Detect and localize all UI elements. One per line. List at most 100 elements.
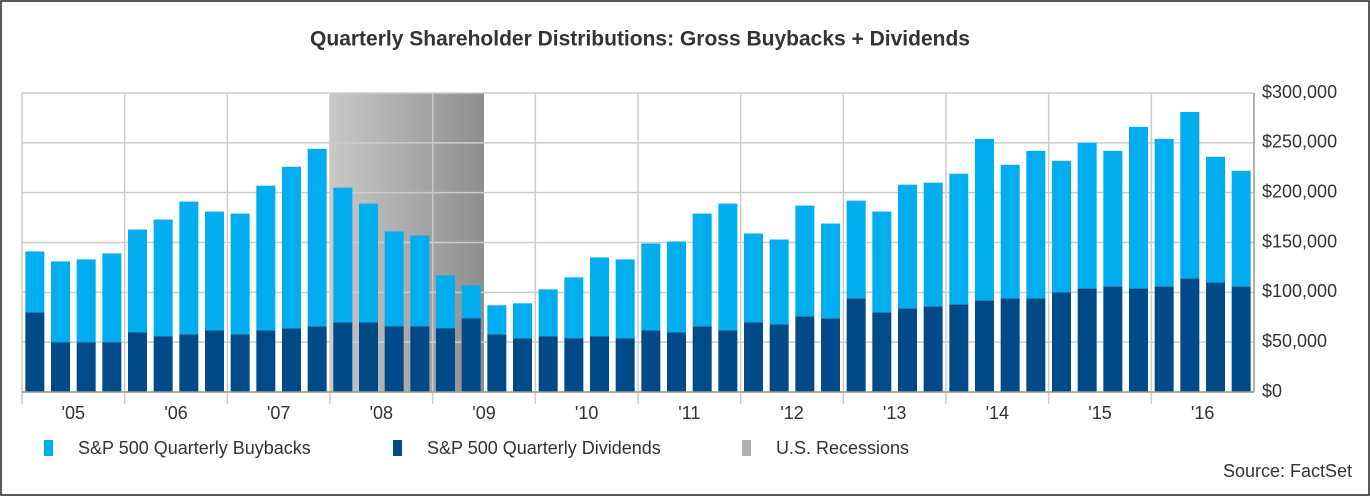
bar — [153, 336, 173, 392]
x-tick-label: '12 — [780, 403, 803, 423]
bar — [102, 253, 122, 343]
bar — [51, 261, 70, 343]
bar — [282, 166, 301, 329]
bar — [1077, 288, 1097, 392]
bar — [898, 184, 917, 309]
bar — [615, 259, 635, 339]
bar — [795, 205, 815, 317]
bar — [1103, 150, 1123, 287]
bar — [744, 322, 763, 392]
bar — [1154, 138, 1174, 287]
bar — [718, 203, 738, 331]
y-tick-label: $150,000 — [1262, 231, 1337, 251]
y-tick-label: $0 — [1262, 381, 1282, 401]
legend-label: U.S. Recessions — [776, 438, 909, 458]
bar — [1180, 278, 1200, 392]
bar — [1052, 292, 1071, 392]
y-tick-label: $100,000 — [1262, 281, 1337, 301]
bar — [1231, 286, 1251, 392]
x-tick-label: '13 — [883, 403, 906, 423]
x-tick-label: '14 — [986, 403, 1009, 423]
bar — [76, 259, 96, 343]
bar — [410, 326, 430, 392]
bar — [461, 285, 481, 319]
bar — [410, 235, 430, 327]
bar — [1052, 160, 1071, 293]
bar — [256, 185, 276, 331]
y-tick-label: $50,000 — [1262, 331, 1327, 351]
bar — [384, 231, 404, 327]
bar — [590, 257, 609, 337]
x-tick-label: '16 — [1191, 403, 1214, 423]
x-tick-label: '05 — [62, 403, 85, 423]
bar — [975, 300, 994, 392]
bar — [307, 326, 327, 392]
bar — [846, 298, 866, 392]
bar — [436, 275, 455, 329]
bar — [1077, 142, 1097, 289]
bar — [333, 322, 353, 392]
bar — [205, 330, 224, 392]
bar — [667, 241, 686, 333]
bar — [538, 289, 558, 337]
x-tick-label: '11 — [678, 403, 700, 423]
bar — [128, 332, 147, 392]
bar — [769, 324, 789, 392]
bar — [769, 239, 789, 325]
bar — [359, 203, 378, 323]
bar — [1129, 126, 1148, 289]
bar — [436, 328, 455, 392]
bar — [513, 338, 532, 392]
bar — [230, 334, 250, 392]
bar — [1026, 150, 1046, 299]
legend-label: S&P 500 Quarterly Dividends — [427, 438, 661, 458]
legend-swatch — [742, 440, 751, 456]
x-tick-label: '15 — [1088, 403, 1111, 423]
bar — [513, 303, 532, 339]
bar — [949, 304, 969, 392]
bar — [487, 305, 507, 335]
source: Source: FactSet — [1223, 461, 1352, 481]
y-tick-label: $250,000 — [1262, 132, 1337, 152]
bar — [1231, 170, 1251, 287]
bar — [718, 330, 738, 392]
legend-swatch — [44, 440, 53, 456]
bar — [128, 229, 147, 333]
chart-title: Quarterly Shareholder Distributions: Gro… — [310, 28, 970, 51]
bar — [590, 336, 609, 392]
bar — [282, 328, 301, 392]
bar — [821, 223, 840, 319]
bar — [153, 219, 173, 337]
bar — [975, 138, 994, 301]
bar — [1154, 286, 1174, 392]
bar — [384, 326, 404, 392]
bar — [1000, 164, 1020, 299]
bar — [692, 326, 712, 392]
legend-swatch — [393, 440, 402, 456]
bar — [307, 148, 327, 327]
bar — [641, 330, 661, 392]
bar — [744, 233, 763, 323]
bar — [692, 213, 712, 327]
bar — [1103, 286, 1123, 392]
bar — [872, 211, 892, 313]
bar — [923, 182, 943, 307]
bar — [51, 342, 70, 392]
bar — [487, 334, 507, 392]
x-tick-label: '10 — [575, 403, 598, 423]
bar — [1206, 282, 1225, 392]
x-tick-label: '06 — [164, 403, 187, 423]
bar — [872, 312, 892, 392]
bar — [76, 342, 96, 392]
bar — [179, 334, 199, 392]
bar — [667, 332, 686, 392]
x-tick-label: '08 — [370, 403, 393, 423]
bar — [179, 201, 199, 335]
bar — [256, 330, 276, 392]
bar — [25, 251, 45, 313]
bar — [564, 338, 584, 392]
bar — [461, 318, 481, 392]
bar — [538, 336, 558, 392]
